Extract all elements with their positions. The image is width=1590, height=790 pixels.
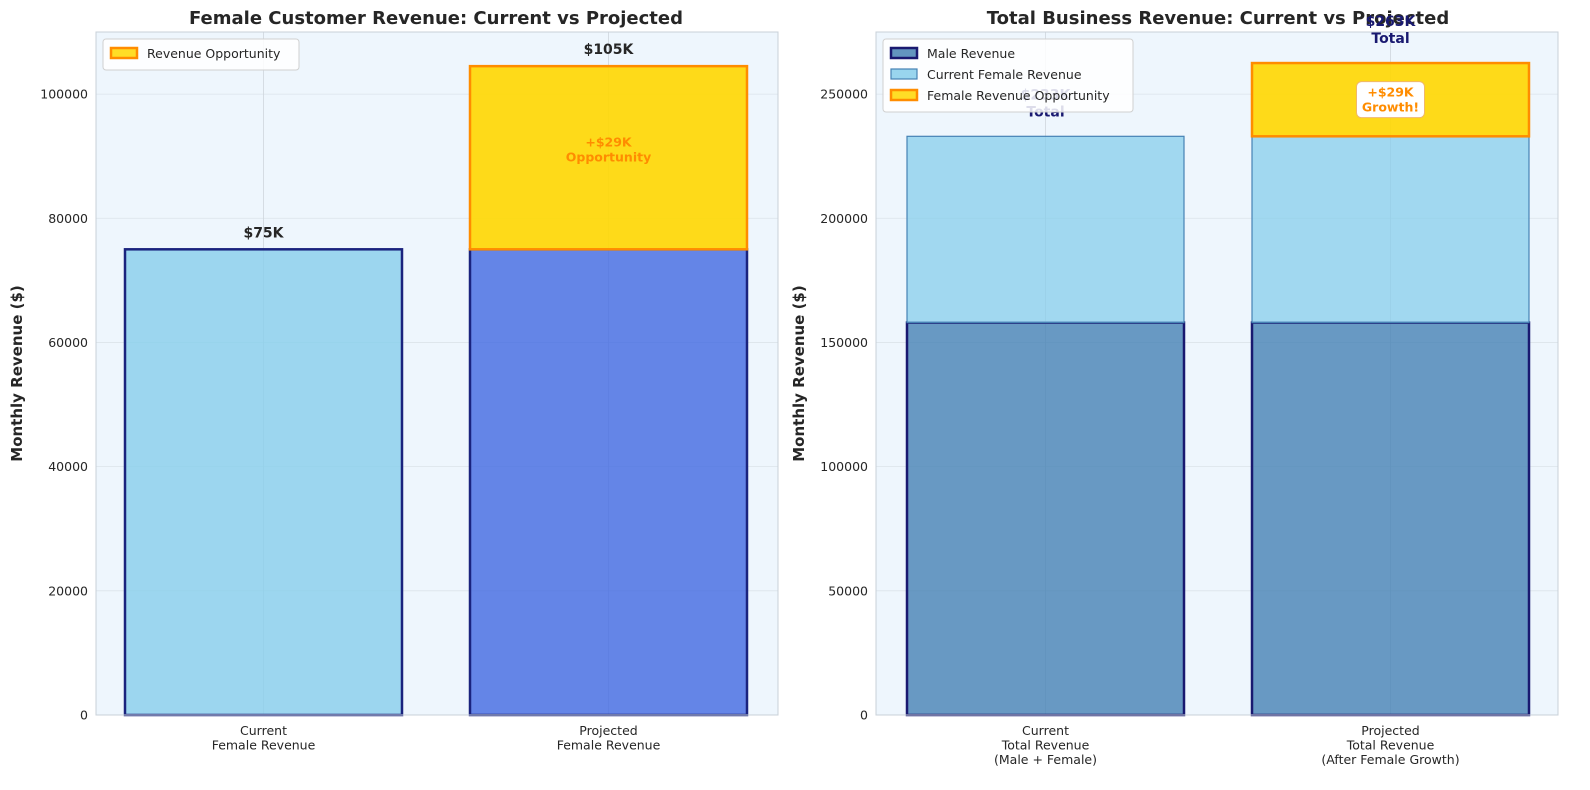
legend-label: Female Revenue Opportunity <box>927 88 1110 103</box>
data-label: $75K <box>243 225 284 241</box>
y-axis-label: Monthly Revenue ($) <box>790 285 808 461</box>
y-tick-label: 40000 <box>48 459 88 474</box>
legend-swatch-female <box>890 68 918 80</box>
chart-panel-1: 0 20000 40000 60000 80000 100000 Current Female… <box>8 8 779 753</box>
plot-frame <box>95 31 779 716</box>
y-tick-label: 20000 <box>48 583 88 598</box>
x-tick-label: Current Total Revenue (Male + Female) <box>994 723 1097 767</box>
y-tick-label: 50000 <box>828 583 868 598</box>
chart-panel-2: 0 50000 100000 150000 200000 250000 Current Tot… <box>790 8 1559 767</box>
legend-swatch-opportunity <box>889 88 919 102</box>
x-tick-label: Current Female Revenue <box>212 723 316 753</box>
bar-opportunity-2 <box>468 64 749 251</box>
growth-annotation: +$29K Growth! <box>1362 85 1419 115</box>
y-tick-label: 150000 <box>820 335 868 350</box>
legend-label: Current Female Revenue <box>927 67 1082 82</box>
growth-annotation-box <box>1356 81 1425 119</box>
y-tick-label: 100000 <box>40 87 88 102</box>
plot-frame <box>875 31 1559 716</box>
y-tick-label: 80000 <box>48 211 88 226</box>
bar-male-2 <box>1250 321 1531 717</box>
x-tick-label: Projected Total Revenue (After Female Grow… <box>1321 723 1459 767</box>
bar-female-2 <box>1251 135 1530 324</box>
bar-base-2 <box>468 248 749 717</box>
legend-label: Revenue Opportunity <box>147 46 281 61</box>
bar-female-1 <box>906 135 1185 324</box>
y-tick-label: 60000 <box>48 335 88 350</box>
data-label: $105K <box>584 42 635 58</box>
y-axis-label: Monthly Revenue ($) <box>8 285 26 461</box>
opportunity-annotation: +$29K Opportunity <box>566 135 651 165</box>
bars <box>905 61 1531 717</box>
legend: Revenue Opportunity <box>102 38 300 71</box>
bar-male-1 <box>905 321 1186 717</box>
y-tick-label: 250000 <box>820 87 868 102</box>
legend-swatch-male <box>889 46 919 60</box>
bar-base-1 <box>123 248 404 717</box>
y-tick-label: 200000 <box>820 211 868 226</box>
y-tick-label: 100000 <box>820 459 868 474</box>
total-label: $263K Total <box>1366 14 1417 47</box>
legend-swatch-opportunity <box>109 46 139 60</box>
legend-label: Male Revenue <box>927 46 1015 61</box>
chart-title: Total Business Revenue: Current vs Proje… <box>987 8 1449 29</box>
bars <box>123 64 749 717</box>
legend-box <box>882 38 1134 113</box>
legend-box <box>102 38 300 71</box>
y-tick-label: 0 <box>860 708 868 723</box>
x-tick-label: Projected Female Revenue <box>557 723 661 753</box>
chart-title: Female Customer Revenue: Current vs Proj… <box>189 8 683 29</box>
y-tick-label: 0 <box>80 708 88 723</box>
legend: Male Revenue Current Female Revenue Female… <box>882 38 1134 113</box>
